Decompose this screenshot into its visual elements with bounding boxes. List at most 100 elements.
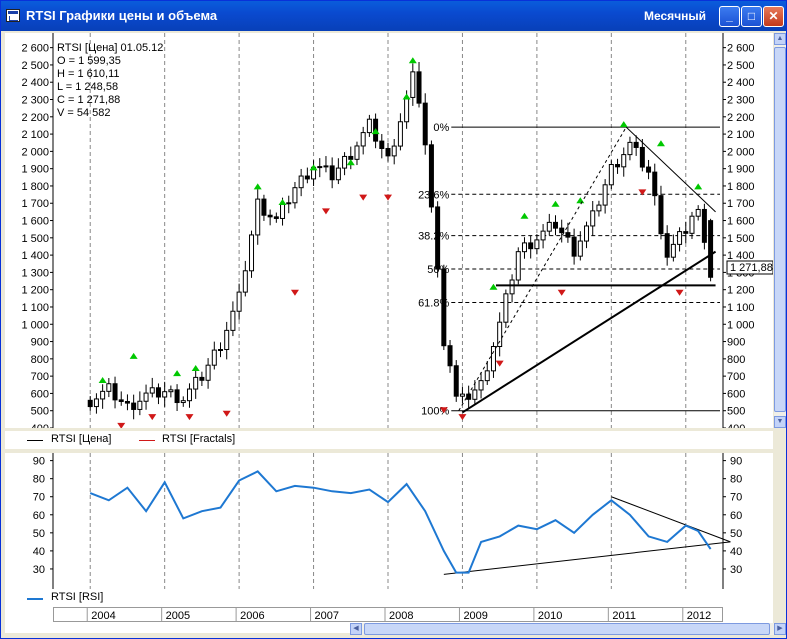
title-bar[interactable]: RTSI Графики цены и объема Месячный _ □ … <box>1 1 786 31</box>
y-tick-label-left: 1 700 <box>21 198 49 210</box>
fractal-up-marker <box>253 183 262 190</box>
fib-diagonal <box>458 126 627 411</box>
scroll-right-arrow-icon[interactable]: ▶ <box>774 623 786 635</box>
candle-body <box>137 400 143 410</box>
candle-body <box>615 164 621 168</box>
vertical-scrollbar[interactable]: ▲ ▼ <box>774 33 786 428</box>
fractal-down-marker <box>148 414 157 421</box>
candle-body <box>199 376 205 381</box>
year-label: 2008 <box>389 610 413 621</box>
rsi-chart: 30 30 40 40 50 50 60 60 70 70 80 80 90 90 <box>33 453 742 589</box>
fractal-up-marker <box>408 57 417 64</box>
candle-body <box>186 388 192 402</box>
scroll-left-arrow-icon[interactable]: ◀ <box>350 623 362 635</box>
fractal-up-marker <box>173 370 182 377</box>
y-tick-label-right: 1 800 <box>727 181 755 193</box>
candle-body <box>93 398 99 408</box>
window-title: RTSI Графики цены и объема <box>26 8 218 23</box>
fractal-up-marker <box>694 183 703 190</box>
rsi-tick-label-left: 80 <box>33 474 45 486</box>
fractal-down-marker <box>384 194 392 201</box>
candle-body <box>472 389 478 400</box>
candle-body <box>205 364 211 381</box>
candle-body <box>404 96 410 123</box>
rsi-legend: RTSI [RSI] <box>5 589 773 607</box>
fractal-down-marker <box>117 422 126 429</box>
y-tick-label-left: 700 <box>31 371 49 383</box>
candle-body <box>540 230 546 241</box>
y-tick-label-left: 900 <box>31 337 49 349</box>
y-tick-label-left: 2 100 <box>21 129 49 141</box>
info-high: H = 1 610,11 <box>57 68 119 80</box>
vertical-scroll-thumb[interactable] <box>774 47 786 412</box>
year-label: 2004 <box>91 610 115 621</box>
rsi-tick-label-right: 80 <box>730 474 742 486</box>
y-tick-label-left: 1 100 <box>21 302 49 314</box>
fractal-down-marker <box>495 360 504 367</box>
horizontal-scrollbar[interactable]: ◀ ▶ <box>350 623 786 635</box>
fib-level-label: 0% <box>433 122 449 134</box>
y-tick-label-right: 800 <box>727 354 745 366</box>
candle-body <box>577 240 583 257</box>
year-label: 2010 <box>538 610 562 621</box>
candle-body <box>677 231 683 245</box>
year-label: 2012 <box>687 610 711 621</box>
candle-body <box>528 242 534 250</box>
horizontal-scroll-thumb[interactable] <box>364 623 770 635</box>
minimize-button[interactable]: _ <box>719 6 740 27</box>
rsi-tick-label-left: 30 <box>33 564 45 576</box>
candle-body <box>571 236 577 257</box>
candle-body <box>509 279 515 295</box>
year-label: 2011 <box>612 610 636 621</box>
y-tick-label-left: 2 000 <box>21 146 49 158</box>
candle-body <box>298 175 304 189</box>
y-tick-label-left: 1 400 <box>21 250 49 262</box>
maximize-button[interactable]: □ <box>741 6 762 27</box>
rsi-tick-label-left: 60 <box>33 510 45 522</box>
y-tick-label-left: 1 500 <box>21 233 49 245</box>
rsi-line <box>89 470 712 574</box>
price-chart-pane[interactable]: 400 400 500 500 600 600 700 700 800 800 900 900 1 00… <box>5 33 774 435</box>
fractal-down-marker <box>638 189 647 196</box>
candle-body <box>162 391 168 398</box>
year-label: 2005 <box>166 610 190 621</box>
candle-body <box>100 390 106 400</box>
close-button[interactable]: ✕ <box>763 6 784 27</box>
fractals-legend-label: RTSI [Fractals] <box>162 433 236 445</box>
fractal-up-marker <box>98 377 107 384</box>
candle-body <box>484 370 490 382</box>
fractal-up-marker <box>278 198 287 205</box>
rsi-tick-label-right: 60 <box>730 510 742 522</box>
candle-body <box>323 165 329 168</box>
scroll-up-arrow-icon[interactable]: ▲ <box>774 33 786 45</box>
y-tick-label-right: 2 300 <box>727 95 755 107</box>
candle-body <box>633 141 639 148</box>
rsi-chart-pane[interactable]: 30 30 40 40 50 50 60 60 70 70 80 80 90 90 <box>5 453 773 633</box>
info-volume: V = 54 582 <box>57 107 111 119</box>
candle-body <box>255 198 261 236</box>
fractal-down-marker <box>557 289 566 296</box>
fractal-up-marker <box>402 93 411 100</box>
fractals-legend-swatch <box>139 440 155 441</box>
candle-body <box>416 71 422 104</box>
candle-body <box>639 146 645 168</box>
candle-body <box>683 231 689 234</box>
candle-body <box>348 155 354 160</box>
rsi-tick-label-right: 90 <box>730 456 742 468</box>
candle-body <box>546 221 552 232</box>
candle-body <box>708 220 714 278</box>
y-tick-label-left: 1 800 <box>21 181 49 193</box>
scroll-down-arrow-icon[interactable]: ▼ <box>774 416 786 428</box>
y-tick-label-right: 1 000 <box>727 319 755 331</box>
fractal-up-marker <box>309 164 318 171</box>
period-label[interactable]: Месячный <box>644 9 707 23</box>
year-label: 2007 <box>315 610 339 621</box>
candle-body <box>441 268 447 347</box>
candle-body <box>453 365 459 397</box>
rsi-tick-label-left: 50 <box>33 528 45 540</box>
candle-body <box>428 144 434 208</box>
y-tick-label-left: 600 <box>31 388 49 400</box>
y-tick-label-right: 2 000 <box>727 146 755 158</box>
year-label: 2006 <box>240 610 264 621</box>
y-tick-label-right: 2 500 <box>727 60 755 72</box>
